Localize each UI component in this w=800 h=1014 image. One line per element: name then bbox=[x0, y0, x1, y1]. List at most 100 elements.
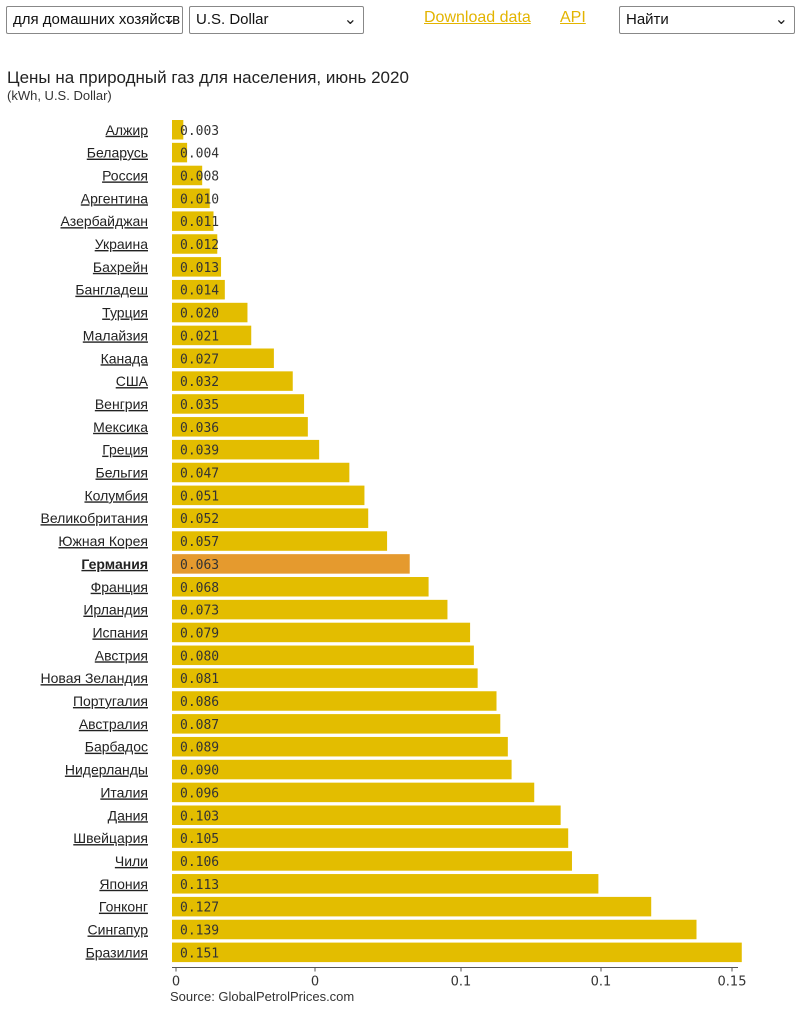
bar-15[interactable] bbox=[172, 462, 350, 483]
country-label[interactable]: Гонконг bbox=[99, 899, 148, 915]
country-label[interactable]: Италия bbox=[100, 784, 148, 800]
x-tick-label: 0.15 bbox=[718, 974, 747, 989]
bar-9[interactable] bbox=[172, 325, 252, 346]
country-label[interactable]: Ирландия bbox=[83, 602, 148, 618]
country-label[interactable]: Новая Зеландия bbox=[41, 670, 148, 686]
bar-29[interactable] bbox=[172, 782, 535, 803]
country-label[interactable]: Чили bbox=[115, 853, 148, 869]
value-label: 0.090 bbox=[180, 764, 219, 779]
bar-36[interactable] bbox=[172, 942, 742, 963]
chevron-down-icon: ⌄ bbox=[774, 11, 788, 28]
bar-30[interactable] bbox=[172, 805, 561, 826]
value-label: 0.052 bbox=[180, 512, 219, 527]
country-label[interactable]: Бангладеш bbox=[75, 282, 148, 298]
bar-3[interactable] bbox=[172, 188, 210, 209]
bar-22[interactable] bbox=[172, 622, 471, 643]
country-label[interactable]: Турция bbox=[102, 305, 148, 321]
bar-4[interactable] bbox=[172, 211, 214, 231]
country-label[interactable]: Беларусь bbox=[87, 145, 148, 161]
country-label[interactable]: Россия bbox=[102, 167, 148, 183]
bar-13[interactable] bbox=[172, 417, 308, 437]
chart-source: Source: GlobalPetrolPrices.com bbox=[170, 989, 355, 1004]
bar-0[interactable] bbox=[172, 120, 184, 140]
bar-1[interactable] bbox=[172, 142, 188, 163]
value-label: 0.105 bbox=[180, 832, 219, 847]
bar-10[interactable] bbox=[172, 348, 274, 369]
download-data-link[interactable]: Download data bbox=[424, 9, 531, 26]
bar-34[interactable] bbox=[172, 896, 652, 917]
household-type-value: для домашних хозяйств bbox=[13, 11, 181, 28]
country-label[interactable]: Сингапур bbox=[88, 922, 149, 938]
country-label[interactable]: Греция bbox=[102, 442, 148, 458]
value-label: 0.013 bbox=[180, 261, 219, 276]
country-label[interactable]: Аргентина bbox=[81, 190, 148, 206]
bar-21[interactable] bbox=[172, 599, 448, 620]
bar-28[interactable] bbox=[172, 759, 512, 780]
value-label: 0.003 bbox=[180, 124, 219, 139]
bar-11[interactable] bbox=[172, 371, 293, 391]
country-label[interactable]: Испания bbox=[92, 624, 148, 640]
currency-select[interactable]: U.S. Dollar ⌄ bbox=[189, 6, 364, 34]
value-label: 0.063 bbox=[180, 558, 219, 573]
bar-5[interactable] bbox=[172, 234, 218, 254]
value-label: 0.106 bbox=[180, 855, 219, 870]
country-label[interactable]: Венгрия bbox=[95, 396, 148, 412]
country-label[interactable]: Бахрейн bbox=[93, 259, 148, 275]
household-type-select[interactable]: для домашних хозяйств ⌄ bbox=[6, 6, 183, 34]
country-label[interactable]: Португалия bbox=[73, 693, 148, 709]
country-label[interactable]: Канада bbox=[101, 350, 149, 366]
country-label[interactable]: Южная Корея bbox=[58, 533, 148, 549]
bar-35[interactable] bbox=[172, 919, 697, 940]
country-label[interactable]: Дания bbox=[108, 807, 148, 823]
find-select[interactable]: Найти ⌄ bbox=[619, 6, 795, 34]
value-label: 0.103 bbox=[180, 809, 219, 824]
country-label[interactable]: Бразилия bbox=[86, 944, 148, 960]
bar-16[interactable] bbox=[172, 485, 365, 506]
bar-14[interactable] bbox=[172, 439, 320, 460]
country-label[interactable]: Франция bbox=[91, 579, 148, 595]
value-label: 0.151 bbox=[180, 946, 219, 961]
bar-12[interactable] bbox=[172, 394, 305, 414]
country-label[interactable]: Германия bbox=[81, 556, 148, 572]
value-label: 0.127 bbox=[180, 901, 219, 916]
value-label: 0.014 bbox=[180, 284, 219, 299]
country-label[interactable]: Великобритания bbox=[40, 510, 148, 526]
country-label[interactable]: Бельгия bbox=[96, 465, 148, 481]
bar-2[interactable] bbox=[172, 165, 203, 186]
country-label[interactable]: США bbox=[116, 373, 149, 389]
country-label[interactable]: Австралия bbox=[79, 716, 148, 732]
country-label[interactable]: Барбадос bbox=[85, 739, 148, 755]
country-label[interactable]: Австрия bbox=[95, 647, 148, 663]
country-label[interactable]: Нидерланды bbox=[65, 762, 148, 778]
country-label[interactable]: Мексика bbox=[93, 419, 148, 435]
country-label[interactable]: Швейцария bbox=[73, 830, 148, 846]
value-label: 0.032 bbox=[180, 375, 219, 390]
value-label: 0.073 bbox=[180, 604, 219, 619]
bar-19[interactable] bbox=[172, 554, 410, 574]
country-label[interactable]: Алжир bbox=[106, 122, 149, 138]
bar-7[interactable] bbox=[172, 279, 225, 300]
bar-27[interactable] bbox=[172, 736, 508, 757]
bar-20[interactable] bbox=[172, 577, 429, 597]
bar-33[interactable] bbox=[172, 874, 599, 894]
bar-6[interactable] bbox=[172, 257, 222, 277]
bar-18[interactable] bbox=[172, 531, 388, 551]
country-label[interactable]: Малайзия bbox=[83, 327, 148, 343]
bar-32[interactable] bbox=[172, 851, 572, 871]
value-label: 0.057 bbox=[180, 535, 219, 550]
bar-26[interactable] bbox=[172, 714, 501, 734]
country-label[interactable]: Япония bbox=[99, 876, 148, 892]
country-label[interactable]: Колумбия bbox=[84, 487, 148, 503]
chevron-down-icon: ⌄ bbox=[162, 11, 176, 28]
bar-25[interactable] bbox=[172, 691, 497, 711]
country-label[interactable]: Украина bbox=[95, 236, 149, 252]
bar-17[interactable] bbox=[172, 508, 369, 528]
bar-31[interactable] bbox=[172, 828, 569, 848]
bar-8[interactable] bbox=[172, 302, 248, 323]
bar-23[interactable] bbox=[172, 645, 474, 666]
api-link[interactable]: API bbox=[560, 9, 586, 26]
bar-24[interactable] bbox=[172, 668, 478, 688]
country-label[interactable]: Азербайджан bbox=[60, 213, 148, 229]
value-label: 0.036 bbox=[180, 421, 219, 436]
